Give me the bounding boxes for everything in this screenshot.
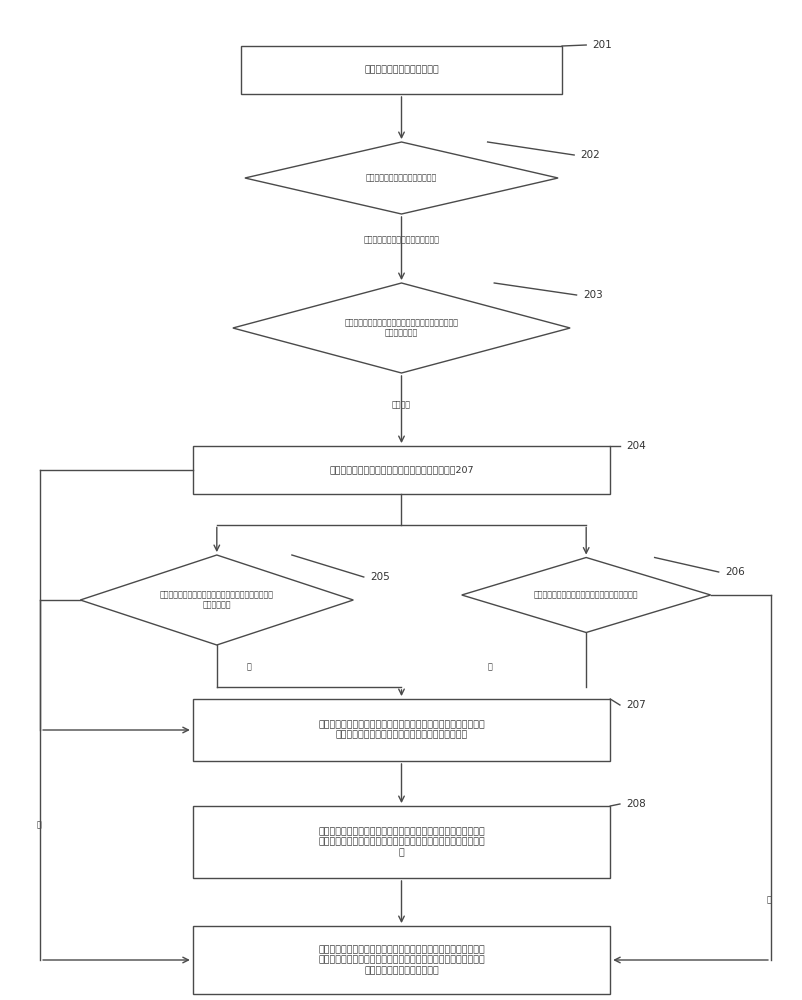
Text: 获取到控制服务器返回的信号源对应的可用单元确定成功消息，以
及可用单元列表，并根据可用单元列表，更新预置虚拟墙的可用状
态: 获取到控制服务器返回的信号源对应的可用单元确定成功消息，以 及可用单元列表，并根… bbox=[318, 827, 484, 857]
Text: 通过控制服务器查询拼接墙是否存在用于显示信号源的可用单元，
若是，则确定信号源待开窗显示单元对应的可用单元: 通过控制服务器查询拼接墙是否存在用于显示信号源的可用单元， 若是，则确定信号源待… bbox=[318, 720, 484, 740]
Text: 通过控制服务器向提供信号源对应的信号源设备请求信
号源的状态信息: 通过控制服务器向提供信号源对应的信号源设备请求信 号源的状态信息 bbox=[344, 318, 458, 338]
Text: 201: 201 bbox=[592, 40, 612, 50]
Text: 205: 205 bbox=[370, 572, 390, 582]
Bar bbox=[192, 926, 610, 994]
Polygon shape bbox=[461, 558, 710, 632]
Text: 207: 207 bbox=[626, 700, 646, 710]
Text: 是: 是 bbox=[487, 662, 492, 672]
Text: 202: 202 bbox=[580, 150, 600, 160]
Text: 当通过控制服务器查询拼接墙不存在用于显示信号源的可用单元，
则返回的信号源对应的可用单元确定错误消息，并在预置虚拟墙显
示信号源或拼接墙不可用状态: 当通过控制服务器查询拼接墙不存在用于显示信号源的可用单元， 则返回的信号源对应的… bbox=[318, 945, 484, 975]
Polygon shape bbox=[233, 283, 569, 373]
Text: 请求成功: 请求成功 bbox=[391, 400, 411, 410]
Text: 通过控制服务器查询路由通道对应的网路是否可用: 通过控制服务器查询路由通道对应的网路是否可用 bbox=[533, 590, 638, 599]
Polygon shape bbox=[80, 555, 353, 645]
Text: 否: 否 bbox=[766, 896, 771, 904]
Text: 206: 206 bbox=[724, 567, 744, 577]
Text: 信号源在拼接墙没有进行过开窗处理: 信号源在拼接墙没有进行过开窗处理 bbox=[363, 235, 439, 244]
Bar bbox=[241, 46, 561, 94]
Text: 向控制服务器查询当前信号源状态: 向控制服务器查询当前信号源状态 bbox=[366, 174, 436, 182]
Polygon shape bbox=[245, 142, 557, 214]
Text: 确定信号源的状态为可用状态，否则直接执行步骤207: 确定信号源的状态为可用状态，否则直接执行步骤207 bbox=[329, 466, 473, 475]
Bar bbox=[192, 806, 610, 878]
Text: 204: 204 bbox=[626, 441, 646, 451]
Text: 通过控制服务器查询矩阵交换机是否存在信号源到拼接
墙的路由通道: 通过控制服务器查询矩阵交换机是否存在信号源到拼接 墙的路由通道 bbox=[160, 590, 273, 610]
Text: 是: 是 bbox=[246, 662, 251, 672]
Bar bbox=[192, 446, 610, 494]
Text: 获取到触发的信号源开窗指令: 获取到触发的信号源开窗指令 bbox=[363, 66, 439, 75]
Bar bbox=[192, 699, 610, 761]
Text: 否: 否 bbox=[36, 820, 41, 830]
Text: 203: 203 bbox=[582, 290, 602, 300]
Text: 208: 208 bbox=[626, 799, 646, 809]
